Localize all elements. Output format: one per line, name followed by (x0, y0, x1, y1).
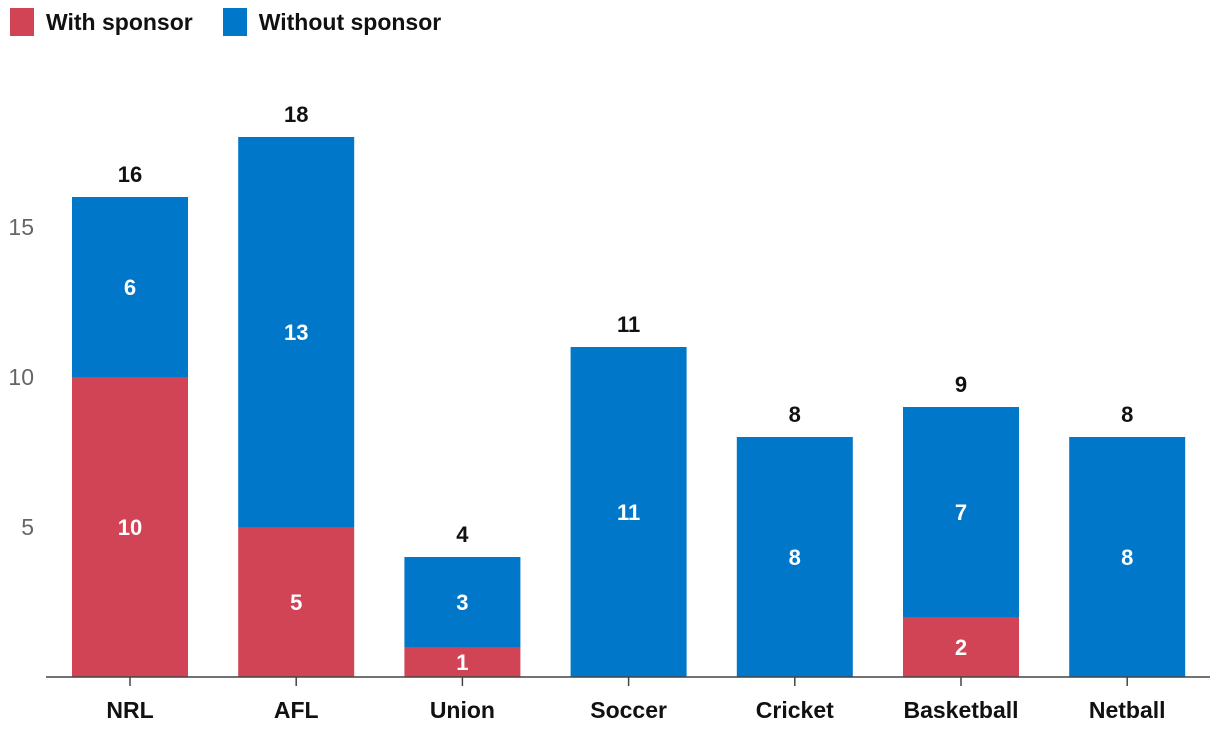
bar-netball-without-sponsor (1069, 437, 1186, 677)
category-label-union: Union (430, 697, 495, 723)
bar-label-basketball-without-sponsor: 7 (955, 500, 967, 525)
total-label-soccer: 11 (617, 312, 640, 337)
bar-label-union-without-sponsor: 3 (456, 590, 468, 615)
category-label-cricket: Cricket (756, 697, 834, 723)
y-tick-label-5: 5 (21, 514, 34, 540)
legend-label-without-sponsor: Without sponsor (258, 8, 442, 35)
bar-label-cricket-without-sponsor: 8 (789, 545, 801, 570)
bar-nrl-with-sponsor (72, 377, 188, 677)
bar-label-netball-without-sponsor: 8 (1121, 545, 1133, 570)
category-label-soccer: Soccer (590, 697, 667, 723)
total-label-cricket: 8 (789, 402, 801, 427)
bar-label-nrl-with-sponsor: 10 (118, 515, 142, 540)
legend-label-with-sponsor: With sponsor (46, 8, 193, 35)
bar-union-with-sponsor (404, 647, 521, 677)
total-label-afl: 18 (284, 102, 308, 127)
bar-afl-with-sponsor (238, 527, 355, 677)
category-label-basketball: Basketball (903, 697, 1018, 723)
y-tick-label-10: 10 (8, 364, 34, 390)
legend-item-without-sponsor: Without sponsor (222, 8, 442, 36)
bar-soccer-without-sponsor (570, 347, 687, 677)
legend-swatch-with-sponsor (10, 8, 34, 36)
total-label-nrl: 16 (118, 162, 142, 187)
bar-label-union-with-sponsor: 1 (456, 650, 468, 675)
bar-basketball-with-sponsor (903, 617, 1019, 677)
total-label-union: 4 (456, 522, 469, 547)
category-label-netball: Netball (1089, 697, 1166, 723)
bar-label-soccer-without-sponsor: 11 (617, 500, 640, 525)
bar-afl-without-sponsor (238, 137, 355, 527)
bar-nrl-without-sponsor (72, 197, 188, 377)
bar-basketball-without-sponsor (903, 407, 1019, 617)
bar-label-basketball-with-sponsor: 2 (955, 635, 967, 660)
total-label-netball: 8 (1121, 402, 1133, 427)
legend-item-with-sponsor: With sponsor (10, 8, 193, 36)
total-label-basketball: 9 (955, 372, 967, 397)
bar-label-afl-with-sponsor: 5 (290, 590, 302, 615)
bar-label-afl-without-sponsor: 13 (284, 320, 308, 345)
legend: With sponsor Without sponsor (10, 8, 471, 36)
category-label-nrl: NRL (106, 697, 153, 723)
y-tick-label-15: 15 (8, 214, 34, 240)
legend-swatch-without-sponsor (222, 8, 247, 36)
category-label-afl: AFL (274, 697, 319, 723)
bar-union-without-sponsor (404, 557, 521, 647)
bar-label-nrl-without-sponsor: 6 (124, 275, 136, 300)
bar-cricket-without-sponsor (736, 437, 853, 677)
